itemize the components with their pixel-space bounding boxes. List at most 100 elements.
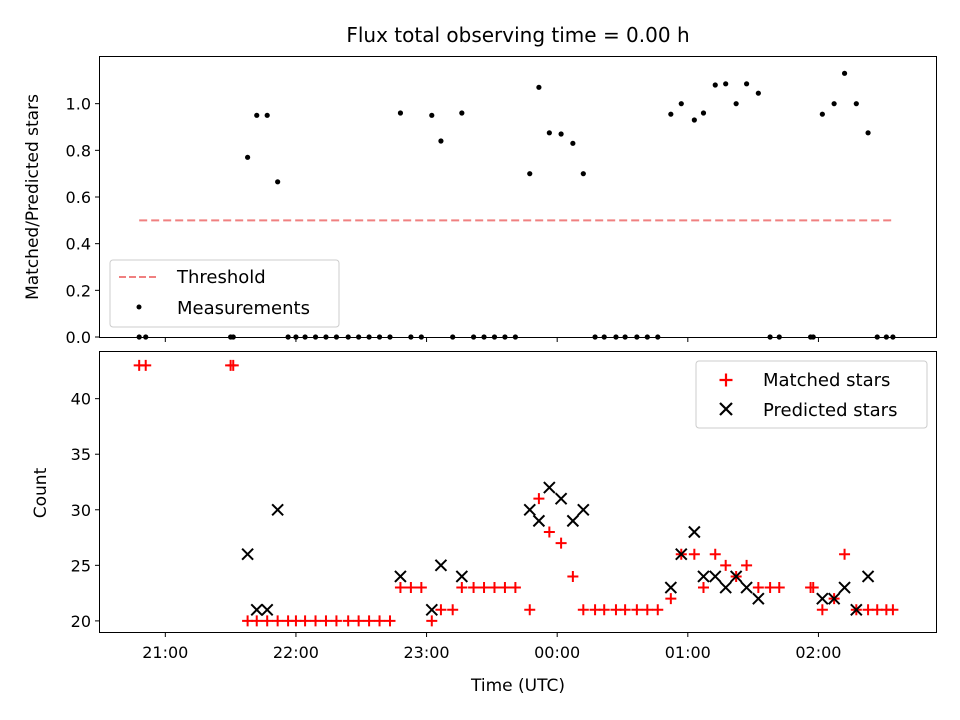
ratio-y-axis: 0.0 0.2 0.4 0.6 0.8 1.0 <box>66 95 100 347</box>
measurement-point <box>536 84 542 90</box>
matched-stars-point <box>697 582 709 594</box>
measurement-point <box>459 110 465 116</box>
predicted-stars-point <box>850 603 863 616</box>
matched-stars-point <box>488 582 500 594</box>
y-tick-label: 20 <box>71 612 91 631</box>
count-plot-frame <box>99 351 937 633</box>
matched-stars-point <box>499 582 511 594</box>
matched-stars-point <box>567 570 579 582</box>
predicted-stars-point <box>523 503 536 516</box>
predicted-stars-point <box>719 581 732 594</box>
measurement-point <box>853 101 859 107</box>
measurement-point <box>254 112 260 118</box>
measurement-point <box>819 111 825 117</box>
predicted-legend-swatch <box>719 402 733 416</box>
matched-stars-point <box>415 582 427 594</box>
matched-stars-point <box>652 604 664 616</box>
matched-stars-point <box>816 604 828 616</box>
predicted-stars-point <box>827 592 841 605</box>
x-tick-label: 23:00 <box>404 643 450 662</box>
matched-stars-point <box>741 559 753 571</box>
matched-stars-point <box>752 582 764 594</box>
x-tick-label: 00:00 <box>534 643 580 662</box>
matched-stars-point <box>140 359 152 371</box>
measurement-point <box>755 90 761 96</box>
measurement-point <box>245 154 251 160</box>
matched-stars-point <box>405 582 417 594</box>
measurement-point <box>264 112 270 118</box>
y-tick-label: 35 <box>71 445 91 464</box>
x-axis-label: Time (UTC) <box>470 676 565 696</box>
count-panel: 20 25 30 35 40 21:00 22:00 23:00 00:00 01:00 02:0… <box>31 351 937 696</box>
predicted-stars-point <box>577 503 590 516</box>
matched-stars-point <box>320 615 332 627</box>
matched-legend-swatch <box>719 373 733 387</box>
measurements-legend-swatch <box>136 304 142 310</box>
y-tick-label: 0.0 <box>66 328 91 347</box>
y-tick-label: 1.0 <box>66 95 91 114</box>
predicted-stars-point <box>271 503 284 516</box>
matched-stars-point <box>342 615 354 627</box>
measurement-point <box>723 81 729 87</box>
ratio-panel: 0.0 0.2 0.4 0.6 0.8 1.0 Matched/Predicted sta… <box>23 56 937 347</box>
matched-stars-point <box>478 582 490 594</box>
ratio-legend-box <box>109 259 340 328</box>
ratio-legend: Threshold Measurements <box>109 259 340 328</box>
matched-stars-point <box>272 615 284 627</box>
matched-stars-point <box>299 615 311 627</box>
matched-stars-point <box>631 604 643 616</box>
y-tick-label: 0.4 <box>66 235 91 254</box>
measurement-point <box>865 130 871 136</box>
matched-stars-point <box>598 604 610 616</box>
count-y-axis: 20 25 30 35 40 <box>71 390 100 631</box>
matched-stars-point <box>555 537 567 549</box>
matched-stars-point <box>251 615 263 627</box>
count-legend: Matched stars Predicted stars <box>695 360 928 429</box>
chart-title: Flux total observing time = 0.00 h <box>346 23 689 47</box>
matched-stars-point <box>524 604 536 616</box>
measurement-point <box>743 81 750 87</box>
y-tick-label: 25 <box>71 556 91 575</box>
matched-stars-point <box>665 593 677 605</box>
predicted-stars-point <box>740 581 753 594</box>
predicted-stars-point <box>260 603 274 616</box>
predicted-stars-point <box>434 559 448 572</box>
matched-stars-point <box>887 604 899 616</box>
measurement-point <box>668 111 674 117</box>
predicted-stars-point <box>688 525 701 539</box>
matched-stars-point <box>426 615 438 627</box>
matched-stars-point <box>384 615 396 627</box>
measurements-legend-label: Measurements <box>177 298 310 319</box>
measurement-point <box>678 101 684 107</box>
predicted-stars-point <box>554 492 568 505</box>
threshold-legend-label: Threshold <box>176 267 266 288</box>
measurement-point <box>733 101 739 107</box>
predicted-stars-point <box>664 581 678 594</box>
predicted-stars-point <box>425 603 438 616</box>
matched-stars-point <box>773 582 785 594</box>
matched-stars-point <box>363 615 375 627</box>
matched-stars-point <box>839 548 851 560</box>
count-marks <box>133 359 899 627</box>
predicted-stars-point <box>709 570 722 583</box>
predicted-stars-point <box>816 592 829 605</box>
matched-stars-point <box>619 604 631 616</box>
y-tick-label: 0.6 <box>66 188 91 207</box>
predicted-stars-point <box>675 548 688 561</box>
predicted-stars-point <box>566 514 580 528</box>
y-tick-label: 40 <box>71 390 91 409</box>
ratio-y-axis-label: Matched/Predicted stars <box>23 94 43 300</box>
x-tick-label: 01:00 <box>665 643 711 662</box>
x-tick-label: 22:00 <box>273 643 319 662</box>
measurement-point <box>691 117 697 123</box>
ratio-x-axis <box>164 337 819 342</box>
matched-stars-point <box>456 582 468 594</box>
y-tick-label: 0.2 <box>66 281 91 300</box>
matched-stars-point <box>227 359 239 371</box>
count-y-axis-label: Count <box>31 467 51 518</box>
count-legend-box <box>695 360 928 429</box>
matched-stars-point <box>577 604 589 616</box>
predicted-stars-point <box>697 570 710 583</box>
predicted-stars-point <box>394 570 407 583</box>
